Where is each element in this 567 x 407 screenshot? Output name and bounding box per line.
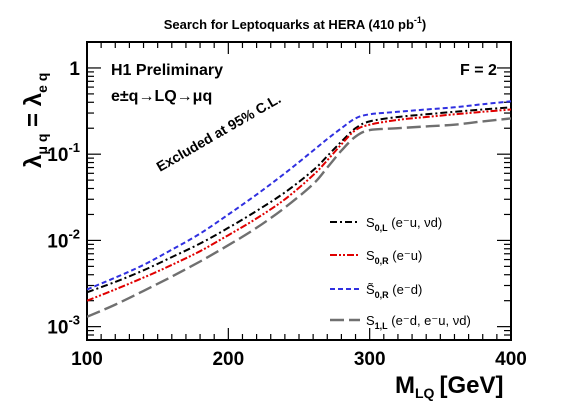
legend-label-sub: 0,R — [375, 256, 390, 266]
x-axis-label-unit: [GeV] — [439, 372, 503, 399]
y-tick-label-exp: -3 — [68, 313, 80, 328]
legend-label-1: S0,L (e⁻u, νd) — [366, 215, 442, 233]
series-group — [87, 100, 511, 318]
legend-label-main: S — [366, 313, 375, 328]
y-tick-label-base: 1 — [69, 59, 80, 80]
y-axis-label-mid: = λ — [20, 93, 47, 134]
axis-ticks — [86, 41, 512, 341]
x-tick-label: 200 — [212, 349, 244, 370]
legend-label-main: S̃ — [366, 282, 375, 297]
x-axis-label-sub: LQ — [415, 385, 435, 401]
legend-label-rest: (e⁻u, νd) — [388, 215, 443, 230]
y-axis-label-left: λ — [20, 155, 47, 168]
y-tick-label-exp: -1 — [68, 140, 80, 155]
chart-title-end: ) — [422, 17, 426, 32]
x-tick-label: 300 — [354, 349, 386, 370]
y-tick-label-exp: -2 — [68, 226, 80, 241]
series-line-1 — [87, 106, 511, 294]
series-line-2 — [87, 108, 511, 302]
annotation-experiment: H1 Preliminary — [111, 62, 223, 79]
y-tick-label-base: 10 — [47, 231, 68, 252]
series-line-3 — [87, 100, 511, 291]
legend-label-rest: (e⁻d, e⁻u, νd) — [388, 313, 471, 328]
y-axis-label-left-sub: μ q — [34, 134, 50, 155]
legend-label-sub: 0,L — [375, 223, 389, 233]
legend-label-rest: (e⁻u) — [389, 248, 423, 263]
legend-label-main: S — [366, 215, 375, 230]
legend-label-3: S̃0,R (e⁻d) — [366, 282, 422, 300]
legend-label-4: S1,L (e⁻d, e⁻u, νd) — [366, 313, 471, 331]
legend-label-rest: (e⁻d) — [389, 282, 423, 297]
x-axis-label: MLQ [GeV] — [395, 372, 503, 401]
legend-label-sub: 0,R — [375, 290, 390, 300]
legend-label-main: S — [366, 248, 375, 263]
legend-label-sub: 1,L — [375, 321, 389, 331]
y-tick-label: 10-1 — [47, 140, 80, 166]
y-tick-label-base: 10 — [47, 318, 68, 339]
x-tick-label: 100 — [71, 349, 103, 370]
legend-label-2: S0,R (e⁻u) — [366, 248, 422, 266]
y-tick-label: 10-3 — [47, 313, 80, 339]
chart-title: Search for Leptoquarks at HERA (410 pb-1… — [164, 15, 427, 32]
y-tick-label: 10-2 — [47, 226, 80, 252]
y-axis-label-right-sub: e q — [34, 73, 50, 93]
y-tick-label-base: 10 — [47, 145, 68, 166]
y-axis-label: λμ q = λe q — [20, 73, 50, 168]
annotation-coupling: F = 2 — [460, 62, 497, 79]
y-tick-label: 1 — [69, 59, 80, 80]
annotation-process: e±q→LQ→μq — [111, 88, 212, 105]
chart-title-main: Search for Leptoquarks at HERA (410 pb — [164, 17, 414, 32]
series-line-4 — [87, 117, 511, 318]
x-tick-label: 400 — [495, 349, 527, 370]
plot-frame — [86, 41, 512, 341]
legend: S0,L (e⁻u, νd)S0,R (e⁻u)S̃0,R (e⁻d)S1,L … — [330, 215, 471, 331]
x-axis-label-main: M — [395, 372, 415, 399]
chart-title-sup: -1 — [414, 15, 422, 25]
